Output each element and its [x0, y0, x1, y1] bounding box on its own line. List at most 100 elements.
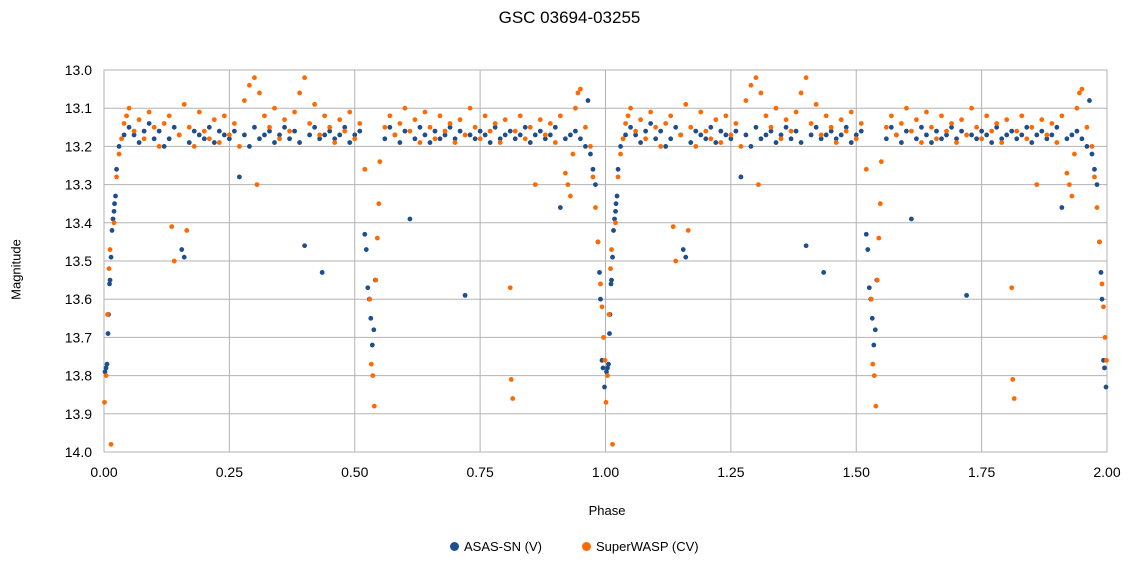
- data-point-superwasp: [287, 128, 292, 134]
- data-point-asassn: [417, 124, 423, 130]
- data-point-superwasp: [1102, 335, 1108, 340]
- y-tick-label: 13.6: [65, 291, 92, 307]
- data-point-asassn: [753, 124, 759, 130]
- data-point-asassn: [462, 292, 468, 298]
- data-point-superwasp: [532, 182, 538, 188]
- data-point-asassn: [382, 136, 388, 142]
- data-point-asassn: [567, 132, 573, 138]
- data-point-superwasp: [169, 224, 175, 230]
- y-tick-label: 13.7: [65, 329, 92, 345]
- data-point-asassn: [103, 365, 109, 371]
- data-point-asassn: [713, 140, 719, 145]
- data-point-superwasp: [863, 166, 869, 172]
- data-point-superwasp: [609, 247, 614, 252]
- data-point-asassn: [1074, 128, 1080, 134]
- data-point-asassn: [487, 140, 493, 145]
- x-axis-label: Phase: [588, 503, 626, 518]
- data-point-asassn: [743, 132, 749, 138]
- x-tick-label: 1.00: [592, 464, 619, 480]
- data-point-superwasp: [292, 109, 297, 115]
- data-point-superwasp: [658, 144, 664, 149]
- data-point-asassn: [821, 270, 827, 275]
- data-point-asassn: [628, 124, 633, 130]
- data-point-asassn: [216, 128, 222, 134]
- data-point-asassn: [412, 136, 418, 142]
- data-point-asassn: [600, 365, 606, 371]
- data-point-superwasp: [924, 109, 929, 115]
- data-point-asassn: [663, 144, 669, 149]
- data-point-asassn: [1092, 166, 1097, 172]
- data-point-superwasp: [527, 124, 533, 130]
- data-point-superwasp: [1079, 86, 1085, 92]
- data-point-superwasp: [833, 140, 839, 145]
- data-point-superwasp: [119, 136, 124, 142]
- data-point-superwasp: [226, 132, 232, 138]
- data-point-superwasp: [1089, 144, 1095, 149]
- data-point-asassn: [307, 132, 313, 138]
- data-point-asassn: [191, 128, 197, 134]
- data-point-superwasp: [502, 117, 508, 123]
- data-point-asassn: [783, 124, 789, 130]
- data-point-superwasp: [893, 132, 899, 138]
- data-point-asassn: [312, 124, 318, 130]
- data-point-asassn: [257, 136, 262, 142]
- data-point-superwasp: [374, 235, 380, 241]
- data-point-superwasp: [1049, 121, 1055, 126]
- data-point-superwasp: [798, 90, 804, 96]
- data-point-superwasp: [508, 377, 514, 382]
- data-point-asassn: [979, 128, 985, 134]
- data-point-superwasp: [442, 128, 448, 134]
- data-point-superwasp: [186, 124, 192, 130]
- data-point-superwasp: [803, 75, 809, 81]
- data-point-superwasp: [929, 124, 934, 130]
- data-point-superwasp: [828, 124, 834, 130]
- data-point-asassn: [609, 277, 614, 283]
- legend-item-superwasp: SuperWASP (CV): [582, 539, 699, 554]
- data-point-superwasp: [392, 132, 398, 138]
- data-point-superwasp: [823, 113, 829, 119]
- data-point-superwasp: [357, 121, 363, 126]
- data-point-superwasp: [562, 170, 568, 176]
- data-point-asassn: [588, 151, 593, 157]
- data-point-superwasp: [547, 121, 553, 126]
- data-point-superwasp: [337, 117, 343, 123]
- data-point-superwasp: [387, 113, 393, 119]
- data-point-superwasp: [108, 441, 114, 447]
- data-point-asassn: [467, 132, 473, 138]
- data-point-superwasp: [312, 101, 318, 107]
- data-point-superwasp: [683, 101, 689, 107]
- data-point-asassn: [611, 228, 616, 233]
- data-point-asassn: [612, 216, 617, 222]
- data-point-asassn: [287, 136, 292, 142]
- data-point-asassn: [1034, 132, 1040, 138]
- data-point-superwasp: [685, 228, 691, 233]
- data-point-asassn: [156, 128, 162, 134]
- data-point-asassn: [1069, 132, 1075, 138]
- data-point-asassn: [179, 247, 185, 252]
- data-point-asassn: [585, 98, 591, 103]
- x-tick-label: 1.50: [843, 464, 870, 480]
- y-tick-label: 13.2: [65, 138, 92, 154]
- data-point-asassn: [522, 124, 528, 130]
- data-point-superwasp: [778, 136, 784, 142]
- data-point-asassn: [688, 140, 694, 145]
- data-point-asassn: [482, 132, 488, 138]
- data-point-asassn: [472, 136, 478, 142]
- data-point-superwasp: [114, 174, 119, 180]
- data-point-asassn: [869, 315, 875, 321]
- legend: ASAS-SN (V) SuperWASP (CV): [450, 539, 699, 554]
- data-point-superwasp: [370, 373, 376, 378]
- data-point-asassn: [457, 128, 463, 134]
- data-point-superwasp: [477, 136, 483, 142]
- data-point-superwasp: [1010, 377, 1016, 382]
- data-point-asassn: [924, 132, 929, 138]
- data-point-asassn: [883, 136, 889, 142]
- data-point-asassn: [532, 132, 538, 138]
- y-tick-label: 13.0: [65, 62, 92, 78]
- data-point-asassn: [527, 140, 533, 145]
- data-point-asassn: [1079, 136, 1085, 142]
- data-point-asassn: [872, 327, 878, 333]
- data-point-superwasp: [196, 109, 202, 115]
- data-point-asassn: [352, 132, 358, 138]
